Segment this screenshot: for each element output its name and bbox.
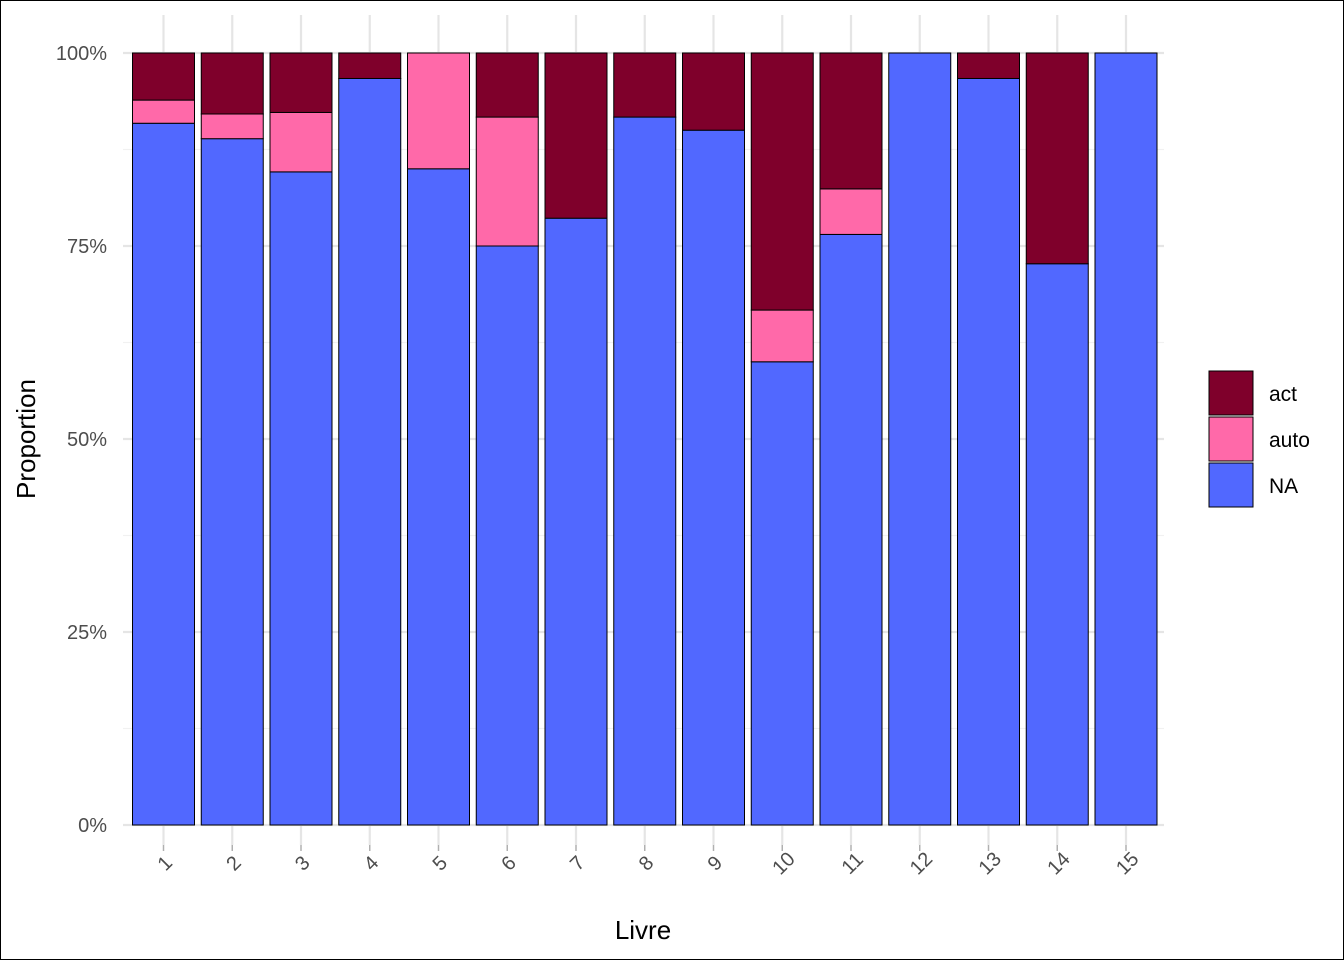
y-axis-title: Proportion xyxy=(11,379,41,499)
x-tick-label: 6 xyxy=(497,852,520,875)
bar-segment-act-4 xyxy=(338,52,402,79)
bar-segment-na-4 xyxy=(338,77,402,826)
x-tick-label: 9 xyxy=(704,852,727,875)
bar-segment-auto-6 xyxy=(475,116,539,247)
bar-segment-auto-3 xyxy=(269,111,333,173)
bar-segment-act-9 xyxy=(682,52,745,131)
bar-segment-act-1 xyxy=(132,52,195,101)
bar-segment-na-10 xyxy=(750,361,814,826)
x-axis: 1 2 3 4 5 6 7 8 9 10 11 12 13 14 15 xyxy=(154,845,1143,879)
bar-segment-auto-5 xyxy=(407,52,470,170)
bar-segment-auto-11 xyxy=(819,188,883,235)
y-axis: 0% 25% 50% 75% 100% xyxy=(56,43,107,837)
bar-segment-na-15 xyxy=(1094,52,1158,826)
bar-segment-auto-10 xyxy=(750,309,814,363)
legend: act auto NA xyxy=(1208,370,1310,508)
legend-key-na xyxy=(1208,462,1254,508)
bar-segment-act-3 xyxy=(269,52,333,113)
y-tick-label: 25% xyxy=(67,622,107,644)
x-axis-title: Livre xyxy=(615,915,671,945)
x-tick-label: 8 xyxy=(635,852,658,875)
bar-segment-act-7 xyxy=(544,52,608,219)
bar-segment-act-13 xyxy=(957,52,1020,79)
bar-segment-act-11 xyxy=(819,52,883,190)
legend-key-act xyxy=(1208,370,1254,416)
x-tick-label: 14 xyxy=(1043,848,1074,879)
bar-segment-auto-2 xyxy=(200,113,264,140)
x-tick-label: 4 xyxy=(360,852,383,875)
bar-segment-act-8 xyxy=(613,52,677,118)
bar-segment-act-14 xyxy=(1025,52,1089,265)
x-tick-label: 15 xyxy=(1112,848,1143,879)
bars-layer xyxy=(132,52,1158,826)
legend-label-auto: auto xyxy=(1269,429,1310,452)
bar-segment-na-12 xyxy=(888,52,952,826)
y-tick-label: 0% xyxy=(78,815,107,837)
bar-segment-na-8 xyxy=(613,116,677,826)
x-tick-label: 12 xyxy=(906,848,937,879)
bar-segment-act-2 xyxy=(200,52,264,115)
x-tick-label: 13 xyxy=(975,848,1006,879)
x-tick-label: 5 xyxy=(429,852,452,875)
x-tick-label: 10 xyxy=(768,848,799,879)
bar-segment-na-7 xyxy=(544,217,608,826)
legend-label-na: NA xyxy=(1269,475,1298,498)
x-tick-label: 2 xyxy=(222,852,245,875)
y-tick-label: 100% xyxy=(56,43,107,65)
bar-segment-act-6 xyxy=(475,52,539,118)
x-tick-label: 3 xyxy=(291,852,314,875)
bar-segment-na-2 xyxy=(200,138,264,826)
legend-label-act: act xyxy=(1269,383,1297,406)
y-tick-label: 50% xyxy=(67,429,107,451)
bar-segment-na-6 xyxy=(475,245,539,826)
x-tick-label: 1 xyxy=(154,852,177,875)
bar-segment-auto-1 xyxy=(132,99,195,124)
legend-key-auto xyxy=(1208,416,1254,462)
bar-segment-na-13 xyxy=(957,77,1020,826)
x-tick-label: 7 xyxy=(566,852,589,875)
bar-segment-na-14 xyxy=(1025,263,1089,826)
x-tick-label: 11 xyxy=(838,849,868,879)
bar-segment-na-11 xyxy=(819,233,883,826)
bar-segment-na-5 xyxy=(407,168,470,826)
bar-segment-act-10 xyxy=(750,52,814,311)
bar-segment-na-1 xyxy=(132,122,195,826)
bar-segment-na-3 xyxy=(269,171,333,826)
bar-segment-na-9 xyxy=(682,129,745,826)
y-tick-label: 75% xyxy=(67,236,107,258)
